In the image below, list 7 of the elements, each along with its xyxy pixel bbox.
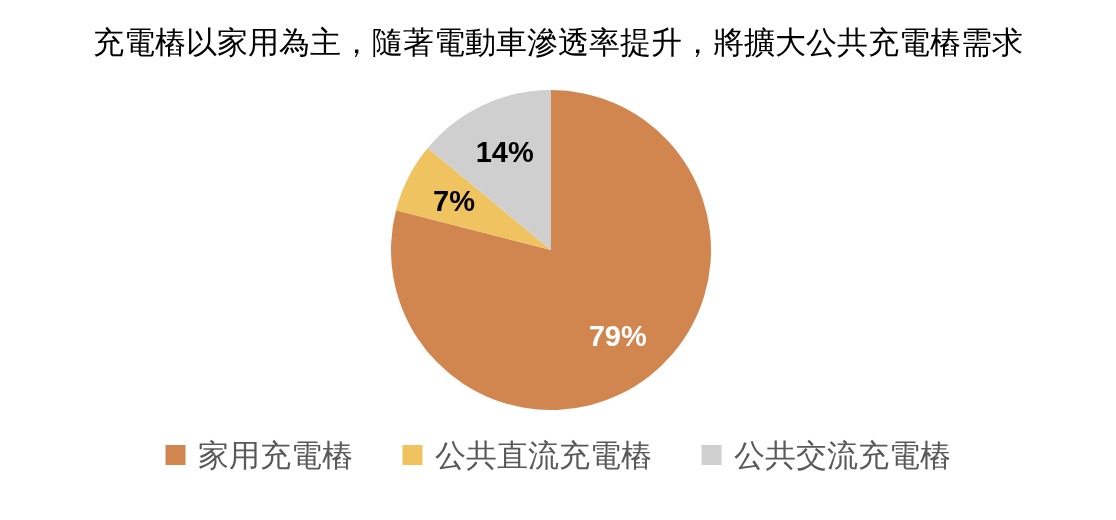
data-label: 14% xyxy=(475,135,534,168)
legend-label: 公共交流充電樁 xyxy=(733,438,951,473)
data-label: 7% xyxy=(433,184,476,217)
legend-label: 家用充電樁 xyxy=(197,438,353,473)
chart-title: 充電樁以家用為主，隨著電動車滲透率提升，將擴大公共充電樁需求 xyxy=(93,25,1023,60)
data-label: 79% xyxy=(588,319,647,352)
legend-label: 公共直流充電樁 xyxy=(434,438,652,473)
